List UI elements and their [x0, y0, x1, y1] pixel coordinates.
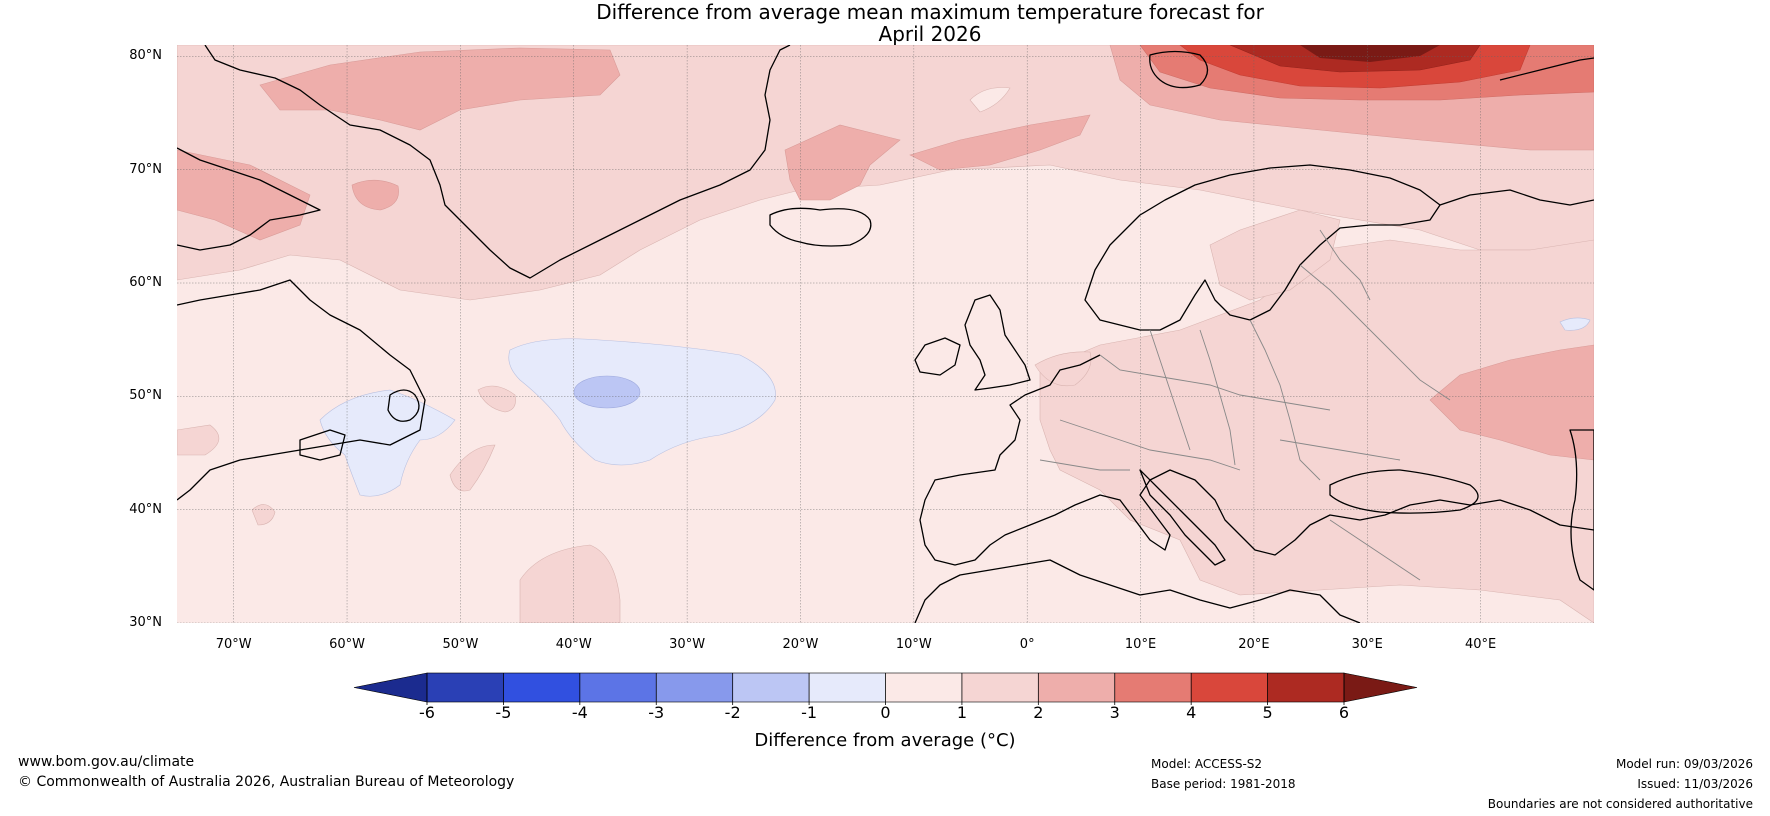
colorbar-tick-label: 5 [1262, 703, 1273, 722]
latitude-label: 70°N [129, 161, 162, 177]
longitude-label: 30°E [1351, 637, 1383, 652]
coastline-western-europe [919, 354, 1594, 566]
colorbar-title: Difference from average (°C) [754, 730, 1016, 751]
colorbar-bin [656, 673, 734, 702]
anomaly-region-atlantic-warm-2 [449, 444, 496, 492]
colorbar-tick-label: 1 [956, 703, 967, 722]
anomaly-region-atlantic-warm-1 [477, 385, 516, 413]
colorbar-tick-label: -6 [419, 703, 435, 722]
colorbar-tick-label: 6 [1338, 703, 1350, 722]
latitude-label: 50°N [129, 388, 162, 404]
anomaly-region-atlantic-warm-4 [251, 504, 276, 526]
longitude-label: 40°W [555, 637, 592, 652]
longitude-label: 10°E [1124, 637, 1157, 652]
longitude-label: 10°W [895, 637, 932, 652]
colorbar-bin [1267, 673, 1345, 702]
colorbar-tick-label: -5 [495, 703, 512, 722]
anomaly-region-caspian-warm [1429, 344, 1594, 461]
colorbar [353, 672, 1418, 705]
graticule [177, 45, 1594, 623]
longitude-label: 70°W [215, 637, 252, 652]
colorbar-bin [1114, 673, 1192, 702]
longitude-label: 0° [1019, 637, 1035, 652]
colorbar-bin [503, 673, 581, 702]
anomaly-region-atlantic-warm-3 [519, 544, 621, 623]
anomaly-region-barents-core [1300, 45, 1440, 62]
anomaly-region-newfoundland-cool [319, 389, 456, 497]
longitude-label: 50°W [442, 637, 479, 652]
issued-label: Issued: 11/03/2026 [1637, 777, 1753, 791]
longitude-label: 40°E [1464, 637, 1497, 652]
disclaimer-text: Boundaries are not considered authoritat… [1487, 797, 1753, 811]
country-borders [1039, 229, 1451, 581]
colorbar-tick-label: 2 [1033, 703, 1044, 722]
colorbar-bin [427, 673, 504, 702]
coastline-baffin-island [177, 147, 321, 251]
latitude-label: 60°N [129, 275, 162, 290]
colorbar-bin [1191, 673, 1269, 702]
latitude-label: 40°N [129, 501, 162, 517]
coastline-caspian-sea [1569, 429, 1594, 591]
coastline-scandinavia [1084, 164, 1441, 331]
anomaly-region-iceland-warm [784, 124, 901, 201]
chart-title-line-1: Difference from average mean maximum tem… [596, 0, 1264, 24]
anomaly-region-mid-atlantic-cool [508, 338, 776, 466]
longitude-label: 20°W [782, 637, 819, 652]
model-run-label: Model run: 09/03/2026 [1615, 757, 1753, 771]
colorbar-tick-label: -2 [724, 703, 741, 722]
longitude-label: 30°W [669, 637, 706, 652]
colorbar-tick-label: -1 [801, 703, 818, 722]
colorbar-extend-below [353, 672, 428, 703]
latitude-label: 80°N [129, 48, 162, 64]
colorbar-bin [1038, 673, 1116, 702]
coastline-newfoundland [387, 389, 420, 422]
map-area [177, 45, 1594, 623]
coastline-nova-scotia [299, 429, 346, 461]
coastlines [177, 45, 1594, 623]
coastline-russia-arctic [1439, 189, 1594, 206]
anomaly-region-scandinavia-warm [1209, 209, 1341, 301]
colorbar-tick-label: 4 [1186, 703, 1197, 722]
anomaly-region-caspian-cool [1559, 317, 1591, 331]
coastline-labrador [177, 279, 426, 501]
colorbar-tick-label: 0 [880, 703, 891, 722]
chart-title-line-2: April 2026 [878, 22, 982, 46]
coastline-great-britain [964, 294, 1031, 391]
colorbar-bin [809, 673, 886, 702]
anomaly-region-mid-atlantic-cool-core [573, 375, 641, 409]
colorbar-extend-above [1343, 672, 1418, 703]
coastline-italy [1139, 469, 1226, 566]
colorbar-tick-label: -4 [571, 703, 588, 722]
anomaly-region-labrador-warm [177, 149, 311, 241]
colorbar-tick-label: 3 [1109, 703, 1120, 722]
coastline-greenland [204, 45, 791, 279]
anomaly-region-atlantic-warm-5 [177, 424, 220, 456]
coastline-novaya-zemlya [1499, 57, 1594, 81]
anomaly-region-arctic-spot [969, 87, 1011, 113]
longitude-label: 60°W [329, 637, 365, 652]
coastline-svalbard [1149, 50, 1209, 89]
anomaly-region-norwegian-sea-warm [909, 114, 1091, 171]
coastline-iceland [769, 207, 872, 247]
anomaly-region-small-warm-1 [351, 179, 399, 211]
colorbar-bin [732, 673, 810, 702]
colorbar-bin [961, 673, 1039, 702]
model-label: Model: ACCESS-S2 [1151, 757, 1263, 771]
coastline-north-africa [914, 559, 1361, 623]
colorbar-bin [885, 673, 963, 702]
website-link[interactable]: www.bom.gov.au/climate [18, 754, 195, 770]
anomaly-region-north-greenland-warm [259, 47, 621, 131]
colorbar-tick-label: -3 [648, 703, 665, 722]
copyright-text: © Commonwealth of Australia 2026, Austra… [18, 774, 515, 790]
latitude-label: 30°N [129, 615, 162, 630]
longitude-label: 20°E [1238, 637, 1270, 652]
coastline-ireland [914, 337, 961, 376]
coastline-black-sea [1329, 469, 1479, 514]
base-period-label: Base period: 1981-2018 [1151, 777, 1296, 791]
colorbar-bin [579, 673, 657, 702]
